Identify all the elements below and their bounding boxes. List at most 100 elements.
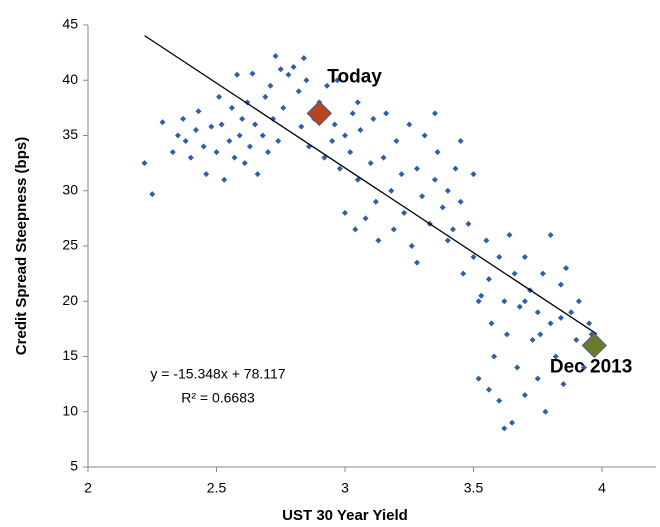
point — [547, 231, 554, 238]
point — [521, 254, 528, 261]
point — [406, 121, 413, 128]
point — [180, 115, 187, 122]
point — [280, 104, 287, 111]
point — [342, 132, 348, 139]
point — [259, 132, 266, 139]
point — [496, 254, 503, 261]
point — [506, 231, 513, 238]
point — [354, 176, 361, 183]
point — [488, 320, 495, 327]
point — [264, 149, 271, 156]
point — [290, 63, 297, 70]
point — [393, 138, 400, 145]
point — [347, 149, 354, 156]
point — [239, 115, 246, 122]
point — [475, 375, 482, 382]
point — [213, 149, 220, 156]
point — [431, 110, 438, 117]
point — [586, 320, 593, 327]
point — [413, 259, 420, 266]
point — [275, 138, 282, 145]
point — [560, 381, 567, 388]
point — [357, 126, 364, 133]
point — [431, 176, 438, 183]
x-tick-label: 3 — [341, 480, 349, 496]
trend-equation: y = -15.348x + 78.117 — [150, 366, 285, 382]
point — [534, 375, 541, 382]
point — [449, 226, 456, 233]
y-tick-label: 5 — [70, 458, 78, 474]
point — [509, 419, 516, 426]
point — [303, 77, 310, 84]
point — [300, 55, 307, 62]
point — [557, 281, 564, 288]
point — [267, 82, 274, 89]
point — [457, 198, 464, 205]
point — [252, 121, 259, 128]
point — [470, 171, 477, 178]
point — [200, 143, 207, 150]
point — [375, 237, 382, 244]
point — [203, 171, 210, 178]
y-tick-label: 30 — [62, 181, 78, 197]
point — [529, 336, 536, 343]
trend-line — [144, 35, 598, 335]
point — [501, 298, 508, 305]
point — [298, 123, 305, 130]
point — [208, 123, 215, 130]
point — [236, 132, 243, 139]
point — [329, 138, 336, 145]
point — [187, 154, 194, 161]
point — [182, 138, 189, 145]
point — [575, 298, 582, 305]
point — [470, 254, 477, 261]
highlight-point — [306, 100, 333, 127]
point — [295, 88, 302, 95]
point — [174, 132, 181, 139]
point — [398, 171, 405, 178]
point — [169, 149, 176, 156]
y-tick-label: 35 — [62, 126, 78, 142]
point — [277, 66, 284, 73]
point — [478, 292, 485, 299]
point — [241, 160, 248, 167]
point — [444, 187, 451, 194]
point — [221, 176, 228, 183]
point — [485, 386, 492, 393]
point — [390, 226, 397, 233]
point — [557, 314, 564, 321]
point — [246, 143, 253, 150]
point — [159, 119, 166, 126]
y-tick-label: 15 — [62, 347, 78, 363]
point — [380, 154, 387, 161]
point — [388, 187, 395, 194]
point — [537, 331, 544, 338]
x-axis-title: UST 30 Year Yield — [282, 507, 408, 524]
point — [419, 193, 426, 200]
point — [439, 204, 446, 211]
x-tick-label: 2 — [84, 480, 92, 496]
point — [234, 71, 241, 78]
point — [354, 99, 361, 106]
y-tick-label: 40 — [62, 71, 78, 87]
point — [514, 364, 521, 371]
point — [285, 71, 292, 78]
highlight-label: Today — [327, 66, 382, 87]
point — [563, 265, 570, 272]
point — [228, 104, 235, 111]
point — [334, 77, 341, 84]
point — [331, 121, 338, 128]
point — [262, 93, 269, 100]
point — [501, 425, 508, 432]
point — [270, 115, 277, 122]
x-tick-label: 2.5 — [207, 480, 227, 496]
point — [362, 215, 369, 222]
point — [521, 392, 528, 399]
highlight-point — [581, 332, 607, 359]
point — [503, 331, 510, 338]
point — [573, 336, 580, 343]
highlight-label: Dec 2013 — [550, 356, 632, 377]
point — [465, 220, 472, 227]
point — [249, 70, 256, 77]
point — [231, 154, 238, 161]
